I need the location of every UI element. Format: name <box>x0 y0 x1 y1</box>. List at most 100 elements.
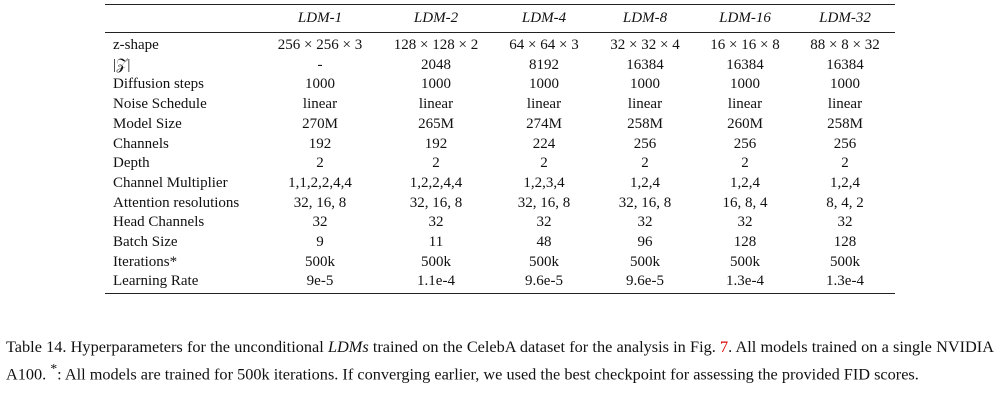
cell: 32, 16, 8 <box>409 194 463 211</box>
cell: 265M <box>418 115 454 132</box>
cell: 16384 <box>726 56 764 73</box>
column-header: LDM-1 <box>297 10 343 26</box>
cell: 16, 8, 4 <box>722 194 768 211</box>
row-label: Batch Size <box>113 234 178 250</box>
cell: 1,2,4 <box>630 174 660 191</box>
cell: linear <box>302 96 338 113</box>
top-rule <box>105 4 895 6</box>
row-label: Depth <box>113 155 150 172</box>
cell: linear <box>418 96 454 113</box>
cell: 500k <box>830 253 860 270</box>
cell: 224 <box>532 135 556 152</box>
cell: 32, 16, 8 <box>618 194 672 211</box>
cell: 128 × 128 × 2 <box>393 37 479 53</box>
caption-text: trained on the CelebA dataset for the an… <box>368 337 720 356</box>
column-header: LDM-4 <box>521 10 567 26</box>
cell: 11 <box>428 234 444 250</box>
cell: 256 <box>633 135 657 152</box>
cell: 8192 <box>529 56 559 73</box>
cell: 256 × 256 × 3 <box>277 37 363 53</box>
cell: 32 <box>428 214 444 231</box>
cell: 1000 <box>830 76 860 93</box>
bottom-rule <box>105 293 895 295</box>
cell: 16384 <box>626 56 664 73</box>
row-label: Iterations* <box>113 253 178 270</box>
row-label: Model Size <box>113 115 182 132</box>
footnote-mark: * <box>50 360 58 376</box>
cell: 258M <box>627 115 663 132</box>
cell: linear <box>526 96 562 113</box>
cell: 32 × 32 × 4 <box>610 37 680 53</box>
cell: 1,2,2,4,4 <box>409 174 463 191</box>
cell: 1.3e-4 <box>726 273 764 290</box>
cell: 500k <box>305 253 335 270</box>
cell: 256 <box>733 135 757 152</box>
row-label: Attention resolutions <box>113 194 240 211</box>
cell: 256 <box>833 135 857 152</box>
column-header: LDM-8 <box>622 10 668 26</box>
cell: 2 <box>432 155 440 172</box>
cell: 128 <box>733 234 757 250</box>
row-label: Noise Schedule <box>113 96 207 113</box>
cell: 258M <box>827 115 863 132</box>
column-header: LDM-2 <box>413 10 459 26</box>
caption: Table 14. Hyperparameters for the uncond… <box>6 336 994 385</box>
row-label: Channels <box>113 135 169 152</box>
cell: 9.6e-5 <box>626 273 664 290</box>
cell: 128 <box>833 234 857 250</box>
cell: 1000 <box>730 76 760 93</box>
cell: 96 <box>637 234 653 250</box>
caption-text: : All models are trained for 500k iterat… <box>57 364 919 384</box>
cell: 9 <box>316 234 324 250</box>
caption-text: . All models trained on a single NVIDIA … <box>6 337 994 384</box>
row-label: Learning Rate <box>113 273 199 290</box>
cell: 32 <box>312 214 328 231</box>
cell: 260M <box>727 115 763 132</box>
cell: 1,1,2,2,4,4 <box>288 174 352 191</box>
figure-ref[interactable]: 7 <box>720 337 729 356</box>
cell: 64 × 64 × 3 <box>509 37 579 53</box>
row-label: Channel Multiplier <box>113 174 228 191</box>
cell: 1.1e-4 <box>417 273 455 290</box>
header-rule <box>105 32 895 33</box>
cell: 1.3e-4 <box>826 273 864 290</box>
row-label: Head Channels <box>113 214 205 231</box>
cell: - <box>317 56 323 73</box>
cell: 1,2,4 <box>730 174 760 191</box>
cell: 2 <box>641 155 649 172</box>
column-header: LDM-16 <box>719 10 771 26</box>
cell: 2 <box>540 155 548 172</box>
cell: 2 <box>316 155 324 172</box>
column-header: LDM-32 <box>819 10 871 26</box>
cell: linear <box>727 96 763 113</box>
cell: 32 <box>536 214 552 231</box>
row-label: z-shape <box>113 37 159 53</box>
cell: 16 × 16 × 8 <box>710 37 780 53</box>
cell: 48 <box>536 234 552 250</box>
cell: 8, 4, 2 <box>826 194 864 211</box>
cell: 270M <box>302 115 338 132</box>
cell: 192 <box>308 135 332 152</box>
cell: 1000 <box>630 76 660 93</box>
row-label: |𝒵| <box>113 56 131 73</box>
cell: 32 <box>737 214 753 231</box>
cell: 274M <box>526 115 562 132</box>
caption-italic: LDMs <box>327 337 369 356</box>
cell: 500k <box>529 253 559 270</box>
cell: 500k <box>630 253 660 270</box>
cell: 500k <box>421 253 451 270</box>
cell: 2 <box>741 155 749 172</box>
cell: 32, 16, 8 <box>517 194 571 211</box>
caption-text: Table 14. Hyperparameters for the uncond… <box>6 337 328 356</box>
cell: 9e-5 <box>306 273 334 290</box>
cell: 32 <box>837 214 853 231</box>
cell: linear <box>627 96 663 113</box>
cell: 1000 <box>421 76 451 93</box>
cell: 9.6e-5 <box>525 273 563 290</box>
cell: 1,2,3,4 <box>523 174 565 191</box>
cell: 2048 <box>421 56 451 73</box>
cell: 32 <box>637 214 653 231</box>
cell: 16384 <box>826 56 864 73</box>
cell: 2 <box>841 155 849 172</box>
cell: 32, 16, 8 <box>293 194 347 211</box>
